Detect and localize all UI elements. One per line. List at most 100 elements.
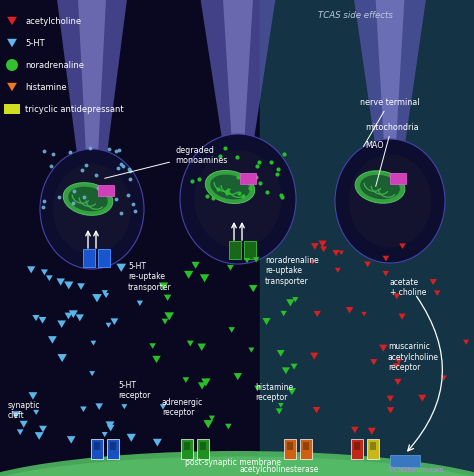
Polygon shape xyxy=(106,323,111,328)
Bar xyxy=(184,442,190,450)
Polygon shape xyxy=(110,318,118,325)
Text: tricyclic antidepressant: tricyclic antidepressant xyxy=(25,105,124,114)
Ellipse shape xyxy=(0,451,474,476)
Ellipse shape xyxy=(68,187,108,212)
Text: noradrenaline
re-uptake
transporter: noradrenaline re-uptake transporter xyxy=(265,256,319,285)
Polygon shape xyxy=(253,258,259,263)
Polygon shape xyxy=(370,359,377,366)
Bar xyxy=(107,439,119,459)
Bar xyxy=(197,439,209,459)
Polygon shape xyxy=(117,264,126,272)
Polygon shape xyxy=(292,298,299,303)
Bar xyxy=(300,439,312,459)
Polygon shape xyxy=(225,424,232,429)
Text: nerve terminal: nerve terminal xyxy=(360,98,419,147)
Polygon shape xyxy=(46,276,53,282)
Circle shape xyxy=(6,60,18,72)
Polygon shape xyxy=(434,291,440,296)
Polygon shape xyxy=(69,311,78,318)
Polygon shape xyxy=(95,404,103,410)
Polygon shape xyxy=(254,386,261,391)
Bar xyxy=(98,186,114,197)
Polygon shape xyxy=(314,311,321,317)
Text: 5-HT
re-uptake
transporter: 5-HT re-uptake transporter xyxy=(128,261,172,291)
Ellipse shape xyxy=(180,135,296,265)
Polygon shape xyxy=(311,244,319,250)
Bar xyxy=(390,174,406,185)
Ellipse shape xyxy=(335,140,445,263)
Ellipse shape xyxy=(349,155,431,248)
Polygon shape xyxy=(320,247,327,253)
Polygon shape xyxy=(121,404,128,409)
Ellipse shape xyxy=(40,149,144,269)
Polygon shape xyxy=(227,265,234,271)
Polygon shape xyxy=(310,353,319,360)
Text: 5-HT
receptor: 5-HT receptor xyxy=(118,380,150,399)
Polygon shape xyxy=(106,421,115,429)
Text: post-synaptic membrane: post-synaptic membrane xyxy=(185,457,281,466)
Polygon shape xyxy=(248,348,255,353)
Bar xyxy=(390,455,420,467)
Polygon shape xyxy=(383,271,389,277)
Ellipse shape xyxy=(210,175,250,200)
Polygon shape xyxy=(249,286,257,293)
Bar xyxy=(229,241,241,259)
Text: 5-HT: 5-HT xyxy=(25,40,45,49)
Polygon shape xyxy=(200,275,210,283)
Polygon shape xyxy=(203,420,213,428)
Polygon shape xyxy=(335,268,341,273)
Polygon shape xyxy=(244,258,250,264)
Ellipse shape xyxy=(360,176,400,200)
Polygon shape xyxy=(234,373,242,380)
Bar xyxy=(287,442,293,450)
Polygon shape xyxy=(209,416,215,421)
Polygon shape xyxy=(354,0,426,145)
Polygon shape xyxy=(38,317,46,324)
Bar xyxy=(83,249,95,268)
Polygon shape xyxy=(393,294,401,300)
Bar xyxy=(91,439,103,459)
Bar xyxy=(110,442,116,450)
Text: histamine
receptor: histamine receptor xyxy=(255,382,293,401)
Polygon shape xyxy=(27,267,36,274)
Polygon shape xyxy=(28,392,37,400)
Ellipse shape xyxy=(205,171,255,204)
Polygon shape xyxy=(394,379,401,385)
Polygon shape xyxy=(159,283,168,291)
Text: ©CNSforum.com: ©CNSforum.com xyxy=(387,466,443,472)
Polygon shape xyxy=(137,301,143,307)
Polygon shape xyxy=(41,270,48,276)
Polygon shape xyxy=(64,313,73,320)
Polygon shape xyxy=(277,350,285,357)
Polygon shape xyxy=(395,359,402,364)
Polygon shape xyxy=(17,429,24,435)
Polygon shape xyxy=(383,256,389,262)
Bar xyxy=(181,439,193,459)
Bar xyxy=(244,241,256,259)
Polygon shape xyxy=(182,377,189,383)
Polygon shape xyxy=(57,354,67,362)
Text: muscarinic
acetylcholine
receptor: muscarinic acetylcholine receptor xyxy=(388,341,439,371)
Polygon shape xyxy=(393,364,400,370)
Polygon shape xyxy=(198,383,206,390)
Polygon shape xyxy=(107,425,114,431)
Text: adrenergic
receptor: adrenergic receptor xyxy=(162,397,203,416)
Polygon shape xyxy=(56,279,65,286)
Text: synaptic
cleft: synaptic cleft xyxy=(8,400,40,419)
Bar xyxy=(303,442,309,450)
Polygon shape xyxy=(187,341,194,347)
Polygon shape xyxy=(429,279,437,286)
Polygon shape xyxy=(419,395,426,402)
Polygon shape xyxy=(76,315,84,322)
Polygon shape xyxy=(101,290,108,296)
Polygon shape xyxy=(282,367,290,375)
Bar xyxy=(354,442,360,450)
Polygon shape xyxy=(362,312,367,317)
Bar xyxy=(98,249,110,268)
Polygon shape xyxy=(319,241,327,248)
Polygon shape xyxy=(184,271,193,279)
Text: degraded
monoamines: degraded monoamines xyxy=(105,145,228,179)
Polygon shape xyxy=(92,295,102,303)
Polygon shape xyxy=(281,311,287,317)
Text: noradrenaline: noradrenaline xyxy=(25,61,84,70)
